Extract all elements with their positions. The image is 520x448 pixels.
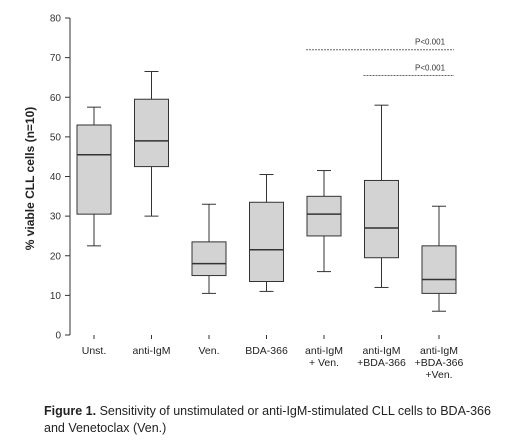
- y-axis-label: % viable CLL cells (n=10): [23, 107, 37, 251]
- x-category-label: +BDA-366: [357, 357, 406, 369]
- x-category-label: anti-IgM: [420, 345, 458, 357]
- x-category-label: Unst.: [82, 345, 107, 357]
- y-tick-label: 80: [50, 14, 62, 25]
- box-plot-chart: 0 10 20 30 40 50 60 70 80 % viable CLL cells (n=1…: [23, 14, 464, 382]
- x-category-label: Ven.: [198, 345, 219, 357]
- y-tick-label: 20: [50, 251, 62, 262]
- y-tick-label: 60: [50, 93, 62, 104]
- box: [134, 98, 169, 168]
- x-category-label: anti-IgM: [363, 345, 401, 357]
- x-category-label: +BDA-366: [415, 357, 464, 369]
- figure-caption: Figure 1. Sensitivity of unstimulated or…: [44, 403, 504, 437]
- y-tick-label: 40: [50, 172, 62, 183]
- p-value-label: P<0.001: [415, 63, 446, 72]
- caption-text: Sensitivity of unstimulated or anti-IgM-…: [44, 404, 491, 435]
- x-category-label: BDA-366: [245, 345, 288, 357]
- x-category-label: anti-IgM: [305, 345, 343, 357]
- box: [421, 245, 457, 294]
- caption-label: Figure 1.: [44, 404, 97, 418]
- box: [249, 201, 284, 283]
- p-value-label: P<0.001: [415, 38, 446, 47]
- y-tick-label: 70: [50, 53, 62, 64]
- y-tick-label: 30: [50, 212, 62, 223]
- box: [364, 179, 399, 259]
- y-tick-label: 0: [55, 331, 61, 342]
- y-tick-label: 10: [50, 291, 62, 302]
- x-category-label: anti-IgM: [133, 345, 171, 357]
- box: [191, 241, 227, 277]
- y-tick-label: 50: [50, 132, 62, 143]
- x-category-label: + Ven.: [309, 357, 339, 369]
- box: [306, 195, 342, 237]
- x-category-label: +Ven.: [425, 369, 452, 381]
- box: [76, 124, 112, 215]
